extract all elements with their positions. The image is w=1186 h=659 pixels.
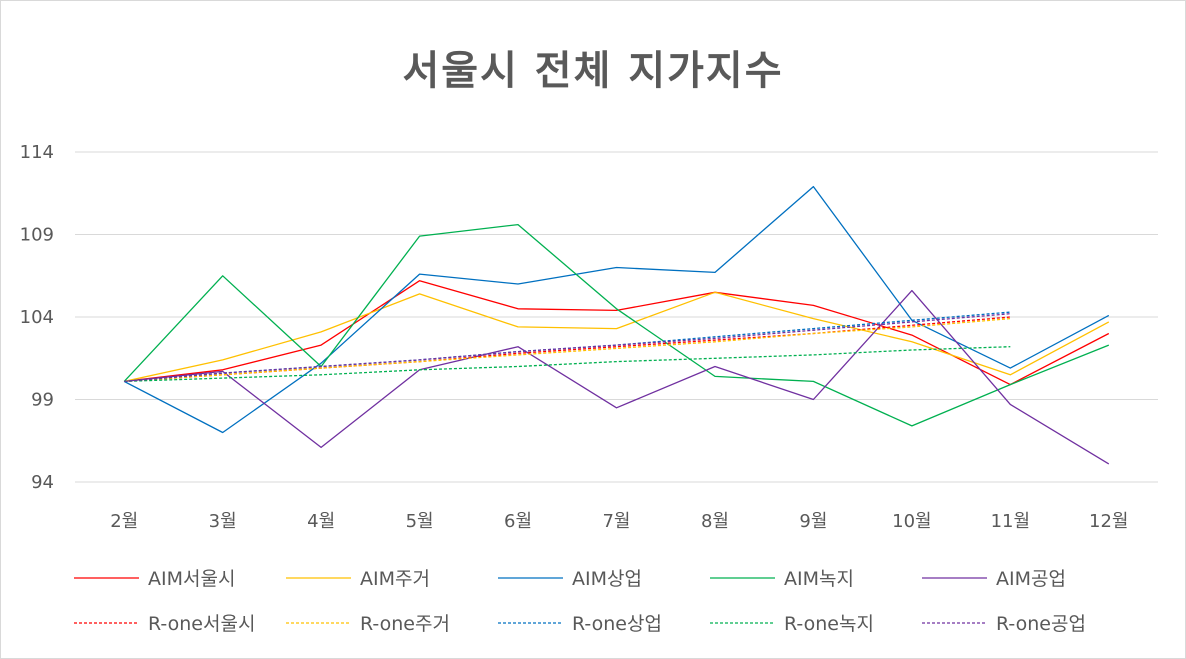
y-tick-label: 99 bbox=[31, 390, 54, 411]
legend-label: R-one상업 bbox=[572, 613, 662, 635]
series-line bbox=[124, 291, 1110, 383]
series-line bbox=[124, 280, 1110, 386]
legend-label: R-one공업 bbox=[996, 613, 1086, 635]
y-tick-label: 109 bbox=[20, 225, 54, 246]
legend-label: AIM공업 bbox=[996, 568, 1066, 590]
x-tick-label: 6월 bbox=[504, 511, 532, 532]
y-tick-label: 114 bbox=[20, 142, 54, 163]
series-line bbox=[124, 317, 1011, 383]
series-line bbox=[124, 311, 1011, 383]
x-tick-label: 11월 bbox=[991, 511, 1030, 532]
series-line bbox=[123, 223, 1110, 427]
x-tick-label: 10월 bbox=[892, 511, 931, 532]
x-tick-label: 4월 bbox=[307, 511, 335, 532]
x-tick-label: 12월 bbox=[1089, 511, 1128, 532]
series-line bbox=[123, 185, 1110, 434]
x-tick-label: 5월 bbox=[406, 511, 434, 532]
x-tick-label: 8월 bbox=[701, 511, 729, 532]
legend: AIM서울시 AIM주거 AIM상업 AIM녹지 AIM공업 R-one서울시 R-one주… bbox=[74, 568, 1086, 635]
x-tick-label: 3월 bbox=[209, 511, 237, 532]
x-axis-ticks: 2월 3월 4월 5월 6월 7월 8월 9월 10월 11월 12월 bbox=[110, 511, 1128, 532]
legend-label: AIM서울시 bbox=[148, 568, 235, 590]
series-line bbox=[124, 316, 1011, 383]
series-lines bbox=[123, 185, 1110, 465]
legend-label: R-one녹지 bbox=[784, 613, 874, 635]
legend-label: R-one주거 bbox=[360, 613, 450, 635]
x-tick-label: 9월 bbox=[799, 511, 827, 532]
series-line bbox=[124, 289, 1110, 465]
chart-title: 서울시 전체 지가지수 bbox=[402, 48, 784, 94]
y-tick-label: 104 bbox=[20, 307, 54, 328]
y-tick-label: 94 bbox=[31, 472, 54, 493]
legend-label: AIM녹지 bbox=[784, 568, 854, 590]
series-line bbox=[124, 313, 1011, 383]
legend-label: AIM상업 bbox=[572, 568, 642, 590]
series-line bbox=[124, 346, 1011, 383]
legend-label: AIM주거 bbox=[360, 568, 430, 590]
gridlines bbox=[75, 151, 1158, 483]
y-axis-ticks: 94 99 104 109 114 bbox=[20, 142, 54, 493]
x-tick-label: 2월 bbox=[110, 511, 138, 532]
legend-label: R-one서울시 bbox=[148, 613, 255, 635]
x-tick-label: 7월 bbox=[602, 511, 630, 532]
